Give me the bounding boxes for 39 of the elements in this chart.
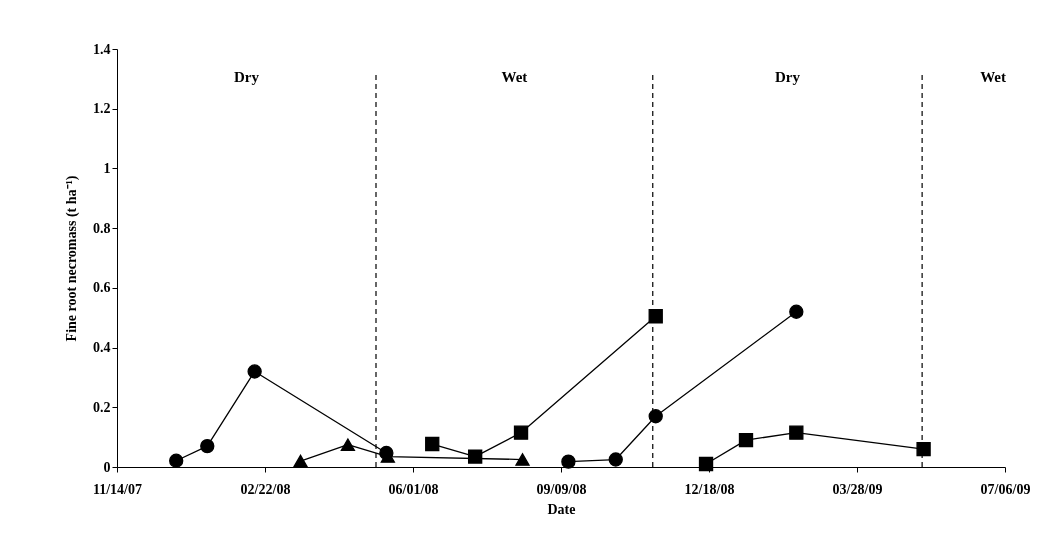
point [608, 452, 623, 467]
point [200, 438, 215, 454]
point [916, 441, 931, 457]
point [247, 364, 262, 379]
y-axis-title: Fine root necromass (t ha⁻¹) [64, 175, 80, 342]
point [467, 449, 483, 464]
x-tick-label: 03/28/09 [832, 481, 883, 497]
point [561, 454, 576, 469]
point [513, 425, 529, 440]
point [648, 409, 663, 424]
annotation: Wet [501, 69, 528, 85]
x-tick-label: 02/22/08 [240, 481, 291, 497]
point [169, 453, 184, 468]
annotation: Dry [774, 69, 801, 85]
y-tick-label: 1.2 [93, 101, 111, 117]
y-tick-label: 0.6 [93, 280, 111, 296]
y-tick-label: 0 [103, 459, 111, 475]
y-tick-label: 0.4 [93, 340, 111, 356]
x-tick-label: 12/18/08 [684, 481, 735, 497]
point [789, 425, 804, 440]
x-tick-label: 06/01/08 [388, 481, 439, 497]
point [698, 456, 714, 472]
point [789, 304, 804, 319]
point [648, 309, 663, 324]
annotation: Wet [980, 69, 1006, 85]
y-tick-label: 1 [103, 160, 111, 176]
point [425, 436, 440, 452]
point [340, 438, 356, 451]
x-tick-label: 11/14/07 [92, 481, 143, 497]
point [515, 453, 530, 466]
x-tick-label: 09/09/08 [536, 481, 587, 497]
y-tick-label: 0.2 [93, 399, 111, 415]
y-tick-label: 1.4 [93, 41, 111, 57]
point [738, 432, 754, 448]
y-tick-label: 0.8 [93, 220, 111, 236]
x-tick-label: 07/06/09 [980, 481, 1031, 497]
annotation: Dry [234, 69, 260, 85]
point [293, 454, 308, 468]
x-axis-title: Date [547, 501, 576, 517]
